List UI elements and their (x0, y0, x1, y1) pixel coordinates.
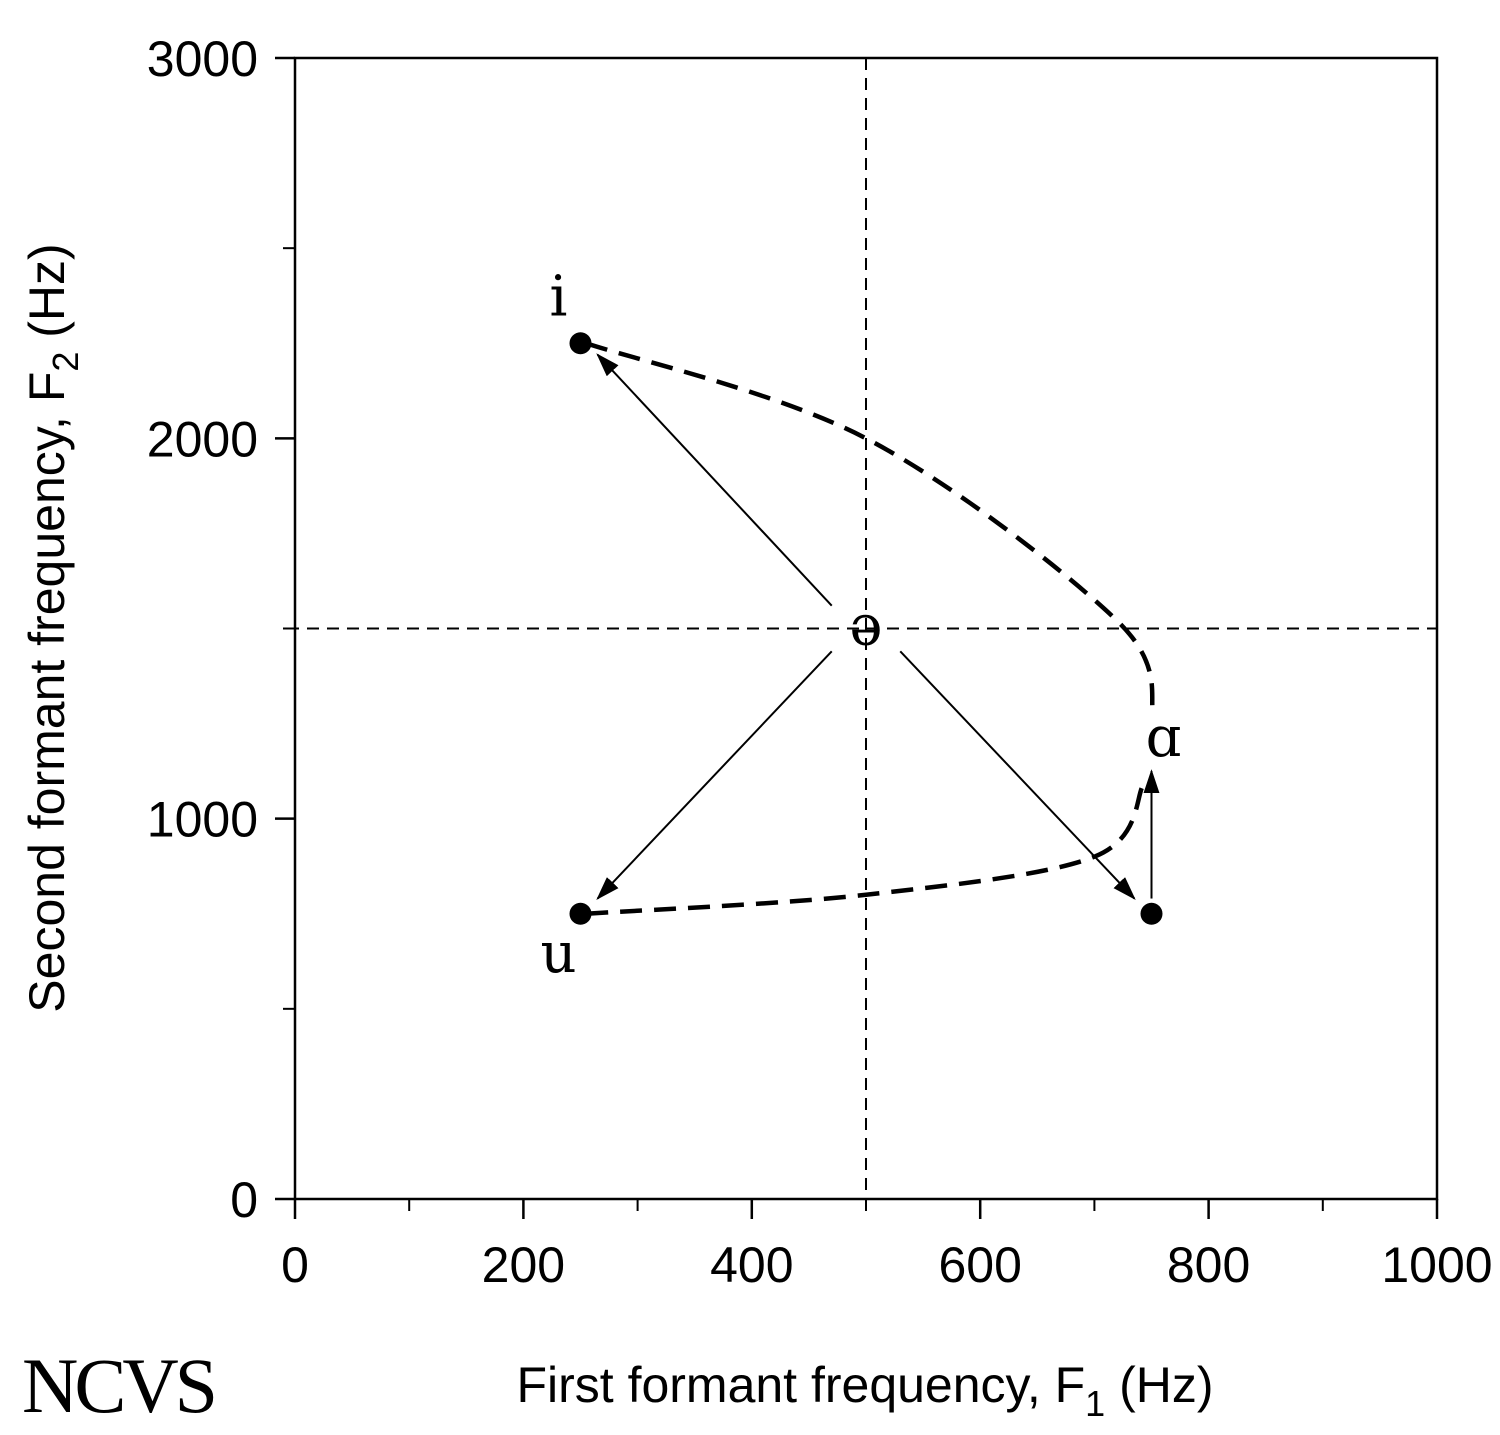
vowel-label: ɑ (1146, 705, 1182, 770)
dashed-curve (585, 341, 1156, 717)
data-points (569, 332, 1163, 925)
data-point (569, 902, 592, 925)
x-axis-title-subscript: 1 (1085, 1383, 1105, 1424)
data-point (569, 332, 592, 355)
vowel-label: i (550, 264, 568, 329)
dashed-curve (586, 783, 1146, 916)
reference-lines (287, 58, 1437, 1199)
vowel-labels: i u ɑ ə (540, 264, 1181, 986)
x-tick-label: 200 (482, 1237, 565, 1293)
y-axis-title: Second formant frequency, F2 (Hz) (19, 243, 86, 1012)
tick-labels: 0 200 400 600 800 1000 0 1000 2000 3000 (147, 31, 1493, 1293)
x-tick-label: 0 (281, 1237, 309, 1293)
arrows (596, 353, 1160, 900)
y-axis-title-subscript: 2 (45, 352, 86, 372)
arrow (596, 353, 833, 607)
y-tick-label: 0 (230, 1172, 258, 1228)
axis-ticks (275, 56, 1439, 1219)
x-tick-label: 800 (1167, 1237, 1250, 1293)
y-tick-label: 2000 (147, 411, 258, 467)
center-vowel-label: ə (849, 594, 882, 659)
data-point (1140, 902, 1163, 925)
arrow (899, 650, 1136, 900)
x-tick-label: 400 (710, 1237, 793, 1293)
dashed-curves (585, 341, 1156, 916)
ncvs-logo: NCVS (22, 1342, 214, 1429)
arrow (596, 650, 833, 900)
x-tick-label: 600 (938, 1237, 1021, 1293)
x-axis-title: First formant frequency, F1 (Hz) (516, 1357, 1213, 1424)
y-tick-label: 3000 (147, 31, 258, 87)
y-tick-label: 1000 (147, 792, 258, 848)
vowel-label: u (540, 921, 576, 986)
x-tick-label: 1000 (1381, 1237, 1492, 1293)
